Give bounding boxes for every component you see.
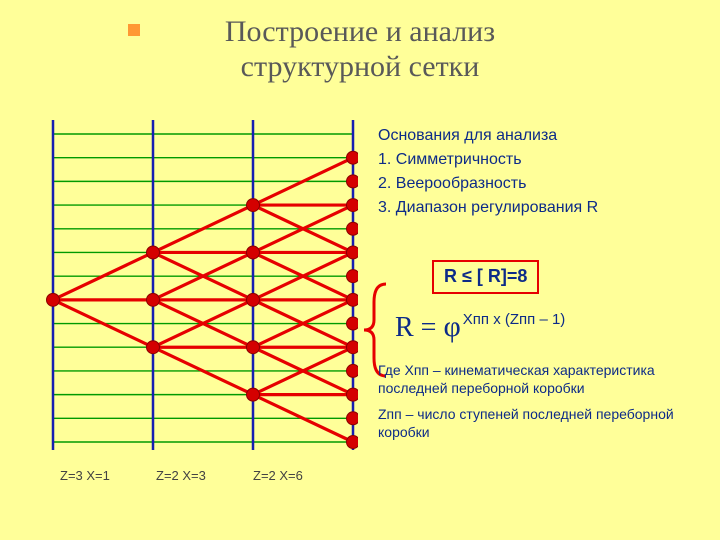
- analysis-item: 1. Симметричность: [378, 151, 708, 169]
- phi-symbol: φ: [443, 310, 460, 343]
- formula-base: R =: [395, 312, 443, 343]
- title-line2: структурной сетки: [241, 50, 480, 83]
- main-formula: R = φXпп х (Zпп – 1): [395, 310, 563, 344]
- analysis-heading: Основания для анализа: [378, 127, 708, 145]
- footnotes: Где Xпп – кинематическая характеристика …: [378, 362, 703, 450]
- footnote-2: Zпп – число ступеней последней переборно…: [378, 406, 703, 442]
- analysis-item: 2. Веерообразность: [378, 175, 708, 193]
- page-title: Построение и анализ структурной сетки: [0, 14, 720, 85]
- title-line1: Построение и анализ: [225, 15, 495, 48]
- analysis-item: 3. Диапазон регулирования R: [378, 199, 708, 217]
- formula-exponent: Xпп х (Zпп – 1): [463, 311, 566, 328]
- column-label: Z=2 X=3: [156, 468, 206, 483]
- column-label: Z=2 X=6: [253, 468, 303, 483]
- boxed-text: R ≤ [ R]=8: [444, 266, 527, 286]
- footnote-1: Где Xпп – кинематическая характеристика …: [378, 362, 703, 398]
- analysis-block: Основания для анализа 1. Симметричность 2…: [378, 127, 708, 223]
- column-label: Z=3 X=1: [60, 468, 110, 483]
- structural-grid-diagram: [28, 120, 358, 450]
- boxed-inequality: R ≤ [ R]=8: [432, 260, 539, 294]
